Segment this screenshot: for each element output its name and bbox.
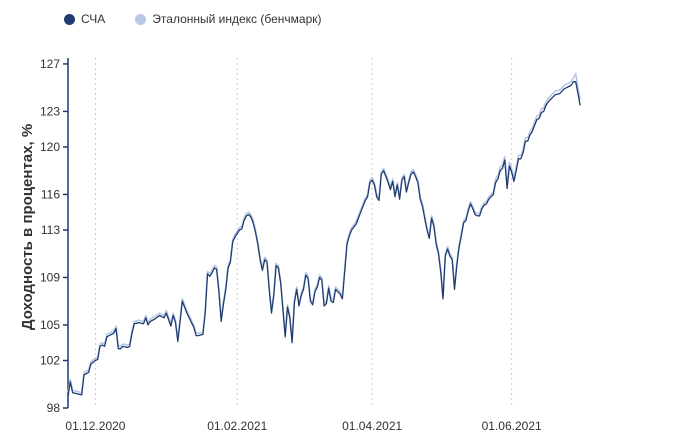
x-tick-label: 01.12.2020 xyxy=(65,419,125,433)
tick-labels: 01.12.2020 01.02.2021 01.04.2021 01.06.2021… xyxy=(40,57,542,433)
x-tick-label: 01.04.2021 xyxy=(342,419,402,433)
chart-legend: СЧА Эталонный индекс (бенчмарк) xyxy=(64,12,322,26)
y-tick-label: 120 xyxy=(40,140,60,154)
x-tick-label: 01.02.2021 xyxy=(207,419,267,433)
y-tick-label: 123 xyxy=(40,104,60,118)
legend-label-benchmark: Эталонный индекс (бенчмарк) xyxy=(152,12,322,26)
y-tick-label: 102 xyxy=(40,354,60,368)
grid-lines xyxy=(94,58,513,408)
legend-label-nav: СЧА xyxy=(81,12,106,26)
legend-item-benchmark[interactable]: Эталонный индекс (бенчмарк) xyxy=(135,12,322,26)
y-tick-label: 105 xyxy=(40,318,60,332)
legend-marker-nav xyxy=(64,13,75,25)
legend-marker-benchmark xyxy=(135,13,147,25)
axes xyxy=(63,58,69,409)
x-tick-label: 01.06.2021 xyxy=(482,419,542,433)
legend-item-nav[interactable]: СЧА xyxy=(64,12,105,26)
series-line-nav xyxy=(67,81,581,397)
series-line-benchmark xyxy=(67,72,581,394)
y-tick-label: 98 xyxy=(47,401,61,415)
y-tick-label: 113 xyxy=(41,223,60,237)
y-tick-label: 109 xyxy=(40,270,60,284)
y-axis-label: Доходность в процентах, % xyxy=(19,124,36,330)
y-tick-label: 127 xyxy=(40,57,60,71)
y-tick-label: 116 xyxy=(41,187,60,201)
series-layer xyxy=(67,72,581,397)
